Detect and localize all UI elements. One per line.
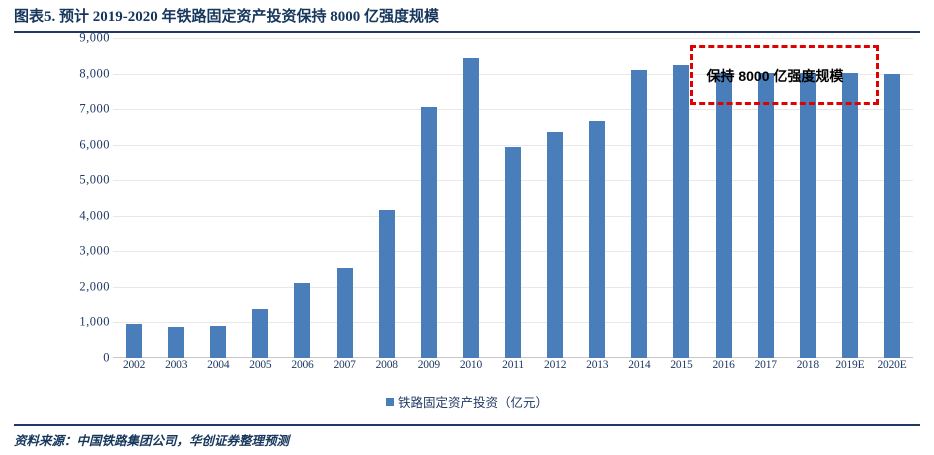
bar-2014 [631, 69, 648, 358]
gridline [113, 38, 913, 39]
bar-slot [745, 38, 787, 358]
x-axis-tick-label: 2005 [249, 359, 272, 371]
bar-slot [871, 38, 913, 358]
bar-slot [197, 38, 239, 358]
bar-2012 [547, 132, 564, 358]
y-axis-tick-label: 7,000 [79, 101, 110, 116]
bar-slot [155, 38, 197, 358]
bar-2003 [168, 326, 185, 358]
x-axis-tick-label: 2012 [544, 359, 567, 371]
bar-2006 [294, 283, 311, 358]
y-axis-tick-label: 1,000 [79, 314, 110, 329]
legend-item-label: 铁路固定资产投资（亿元） [397, 396, 548, 410]
bar-slot [450, 38, 492, 358]
bar-2008 [378, 209, 395, 358]
y-axis-tick-label: 9,000 [79, 30, 110, 45]
x-axis-tick-label: 2010 [459, 359, 483, 371]
bar-slot [660, 38, 702, 358]
y-axis-tick-label: 6,000 [79, 137, 110, 152]
bar-series [113, 38, 913, 358]
x-axis-tick-label: 2016 [712, 359, 735, 371]
bar-2011 [505, 147, 522, 358]
plot-area [113, 38, 913, 358]
x-axis-tick-label: 2006 [291, 359, 314, 371]
bar-slot [408, 38, 450, 358]
bar-slot [534, 38, 576, 358]
plot-wrapper: 9,000 8,000 7,000 6,000 5,000 4,000 3,000 2,000… [0, 31, 934, 383]
x-axis-tick-label: 2008 [375, 359, 398, 371]
bar-2004 [210, 326, 227, 358]
bar-slot [829, 38, 871, 358]
gridline [113, 73, 913, 75]
y-axis-tick-label: 2,000 [79, 279, 110, 294]
x-axis-tick-label: 2002 [122, 359, 146, 371]
x-axis-tick-label: 2007 [333, 359, 356, 371]
x-axis-tick-label: 2011 [502, 359, 524, 371]
y-axis-tick-label: 3,000 [79, 243, 110, 258]
footer-divider [14, 424, 920, 426]
x-axis-tick-label: 2017 [754, 359, 777, 371]
y-axis-tick-label: 0 [103, 350, 110, 365]
bar-slot [281, 38, 323, 358]
legend-swatch-icon [385, 397, 394, 406]
bar-slot [618, 38, 660, 358]
bar-2013 [589, 120, 606, 358]
x-axis: 2002 2003 2004 2005 2006 2007 2008 2009 2010 2011… [113, 359, 913, 381]
title-divider [14, 31, 920, 33]
bar-2005 [252, 309, 269, 358]
gridline [113, 109, 913, 111]
gridline [113, 144, 913, 146]
source-note: 资料来源：中国铁路集团公司，华创证券整理预测 [14, 434, 290, 448]
bar-slot [366, 38, 408, 358]
y-axis: 9,000 8,000 7,000 6,000 5,000 4,000 3,000 2,000… [30, 31, 110, 365]
x-axis-tick-label: 2004 [207, 359, 230, 371]
bar-2018 [799, 72, 816, 358]
bar-slot [576, 38, 618, 358]
bar-2007 [336, 268, 353, 358]
y-axis-tick-label: 5,000 [79, 172, 110, 187]
bar-2017 [757, 73, 774, 358]
x-axis-tick-label: 2009 [417, 359, 440, 371]
x-axis-tick-label: 2019E [835, 359, 865, 371]
x-axis-tick-label: 2014 [628, 359, 651, 371]
bar-slot [492, 38, 534, 358]
x-axis-tick-label: 2013 [586, 359, 609, 371]
annotation-label: 保持 8000 亿强度规模 [706, 68, 844, 84]
y-axis-tick-label: 4,000 [79, 208, 110, 223]
bar-slot [703, 38, 745, 358]
x-axis-tick-label: 2018 [796, 359, 819, 371]
bar-2019E [841, 72, 858, 358]
bar-slot [324, 38, 366, 358]
bar-2016 [715, 72, 732, 358]
bar-slot [113, 38, 155, 358]
figure-title-bar: 图表5. 预计 2019-2020 年铁路固定资产投资保持 8000 亿强度规模 [14, 6, 920, 34]
x-axis-tick-label: 2015 [670, 359, 693, 371]
x-axis-tick-label: 2003 [165, 359, 188, 371]
bar-2009 [420, 107, 437, 358]
bar-2010 [462, 58, 479, 358]
bar-slot [239, 38, 281, 358]
bar-2002 [126, 323, 143, 358]
bar-slot [787, 38, 829, 358]
bar-2015 [673, 65, 690, 358]
chart-legend: 铁路固定资产投资（亿元） [0, 392, 934, 411]
bar-2020E [884, 74, 901, 358]
y-axis-tick-label: 8,000 [79, 66, 110, 81]
x-axis-tick-label: 2020E [877, 359, 907, 371]
page-title: 图表5. 预计 2019-2020 年铁路固定资产投资保持 8000 亿强度规模 [14, 9, 439, 25]
